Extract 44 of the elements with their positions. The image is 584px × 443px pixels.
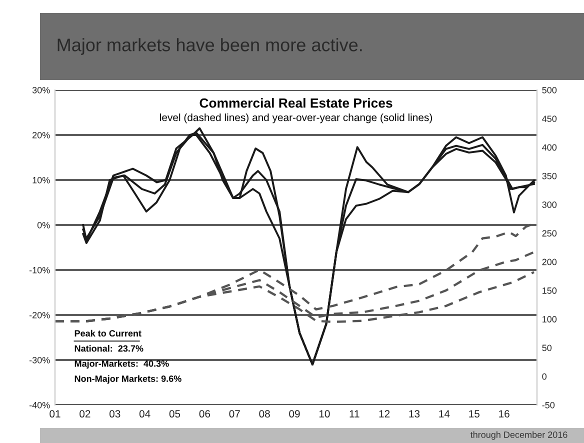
y-tick-label: 20%	[32, 132, 50, 138]
x-tick-label: 12	[379, 410, 390, 418]
x-tick-label: 16	[499, 410, 510, 418]
y-tick-label: 0%	[37, 222, 50, 228]
y2-tick-label: 50	[542, 344, 552, 352]
x-tick-label: 05	[169, 410, 180, 418]
y2-tick-label: 350	[542, 172, 557, 180]
y2-tick-label: 400	[542, 144, 557, 151]
annotation: Peak to Current	[74, 330, 142, 337]
x-tick-label: 08	[259, 410, 270, 418]
x-tick-label: 04	[139, 410, 150, 418]
y-tick-label: -30%	[29, 356, 50, 364]
x-tick-label: 07	[229, 410, 240, 418]
y2-tick-label: 150	[542, 287, 557, 294]
y2-tick-label: 100	[542, 316, 557, 322]
x-tick-label: 15	[469, 410, 480, 418]
y-tick-label: 30%	[32, 86, 50, 94]
x-tick-label: 01	[50, 410, 60, 418]
x-tick-label: 02	[80, 410, 90, 418]
y2-tick-label: 0	[542, 373, 547, 380]
annotation: National: 23.7%	[74, 345, 144, 352]
text: level (dashed lines) and year-over-year change (solid lines)	[160, 113, 432, 124]
y2-tick-label: -50	[542, 402, 555, 408]
y2-tick-label: 450	[542, 116, 557, 122]
x-tick-label: 10	[319, 410, 330, 418]
y-tick-label: -20%	[29, 312, 50, 318]
x-tick-label: 09	[289, 410, 300, 418]
chart-title: Commercial Real Estate Prices	[200, 98, 392, 108]
annotation: Major-Markets: 40.3%	[74, 360, 169, 369]
x-tick-label: 06	[199, 410, 210, 418]
x-tick-label: 03	[109, 410, 120, 418]
y2-tick-label: 500	[542, 86, 557, 94]
y-tick-label: -10%	[29, 266, 50, 274]
text: through December 2016	[470, 431, 568, 440]
x-tick-label: 13	[409, 410, 420, 418]
y-tick-label: -40%	[29, 402, 50, 408]
y2-tick-label: 300	[542, 202, 557, 208]
y2-tick-label: 250	[542, 230, 557, 237]
y-tick-label: 10%	[32, 176, 50, 184]
y2-tick-label: 200	[542, 258, 557, 266]
x-tick-label: 14	[439, 410, 450, 418]
x-tick-label: 11	[350, 410, 360, 418]
text: Major markets have been more active.	[58, 38, 362, 55]
annotation: Non-Major Markets: 9.6%	[74, 375, 182, 384]
